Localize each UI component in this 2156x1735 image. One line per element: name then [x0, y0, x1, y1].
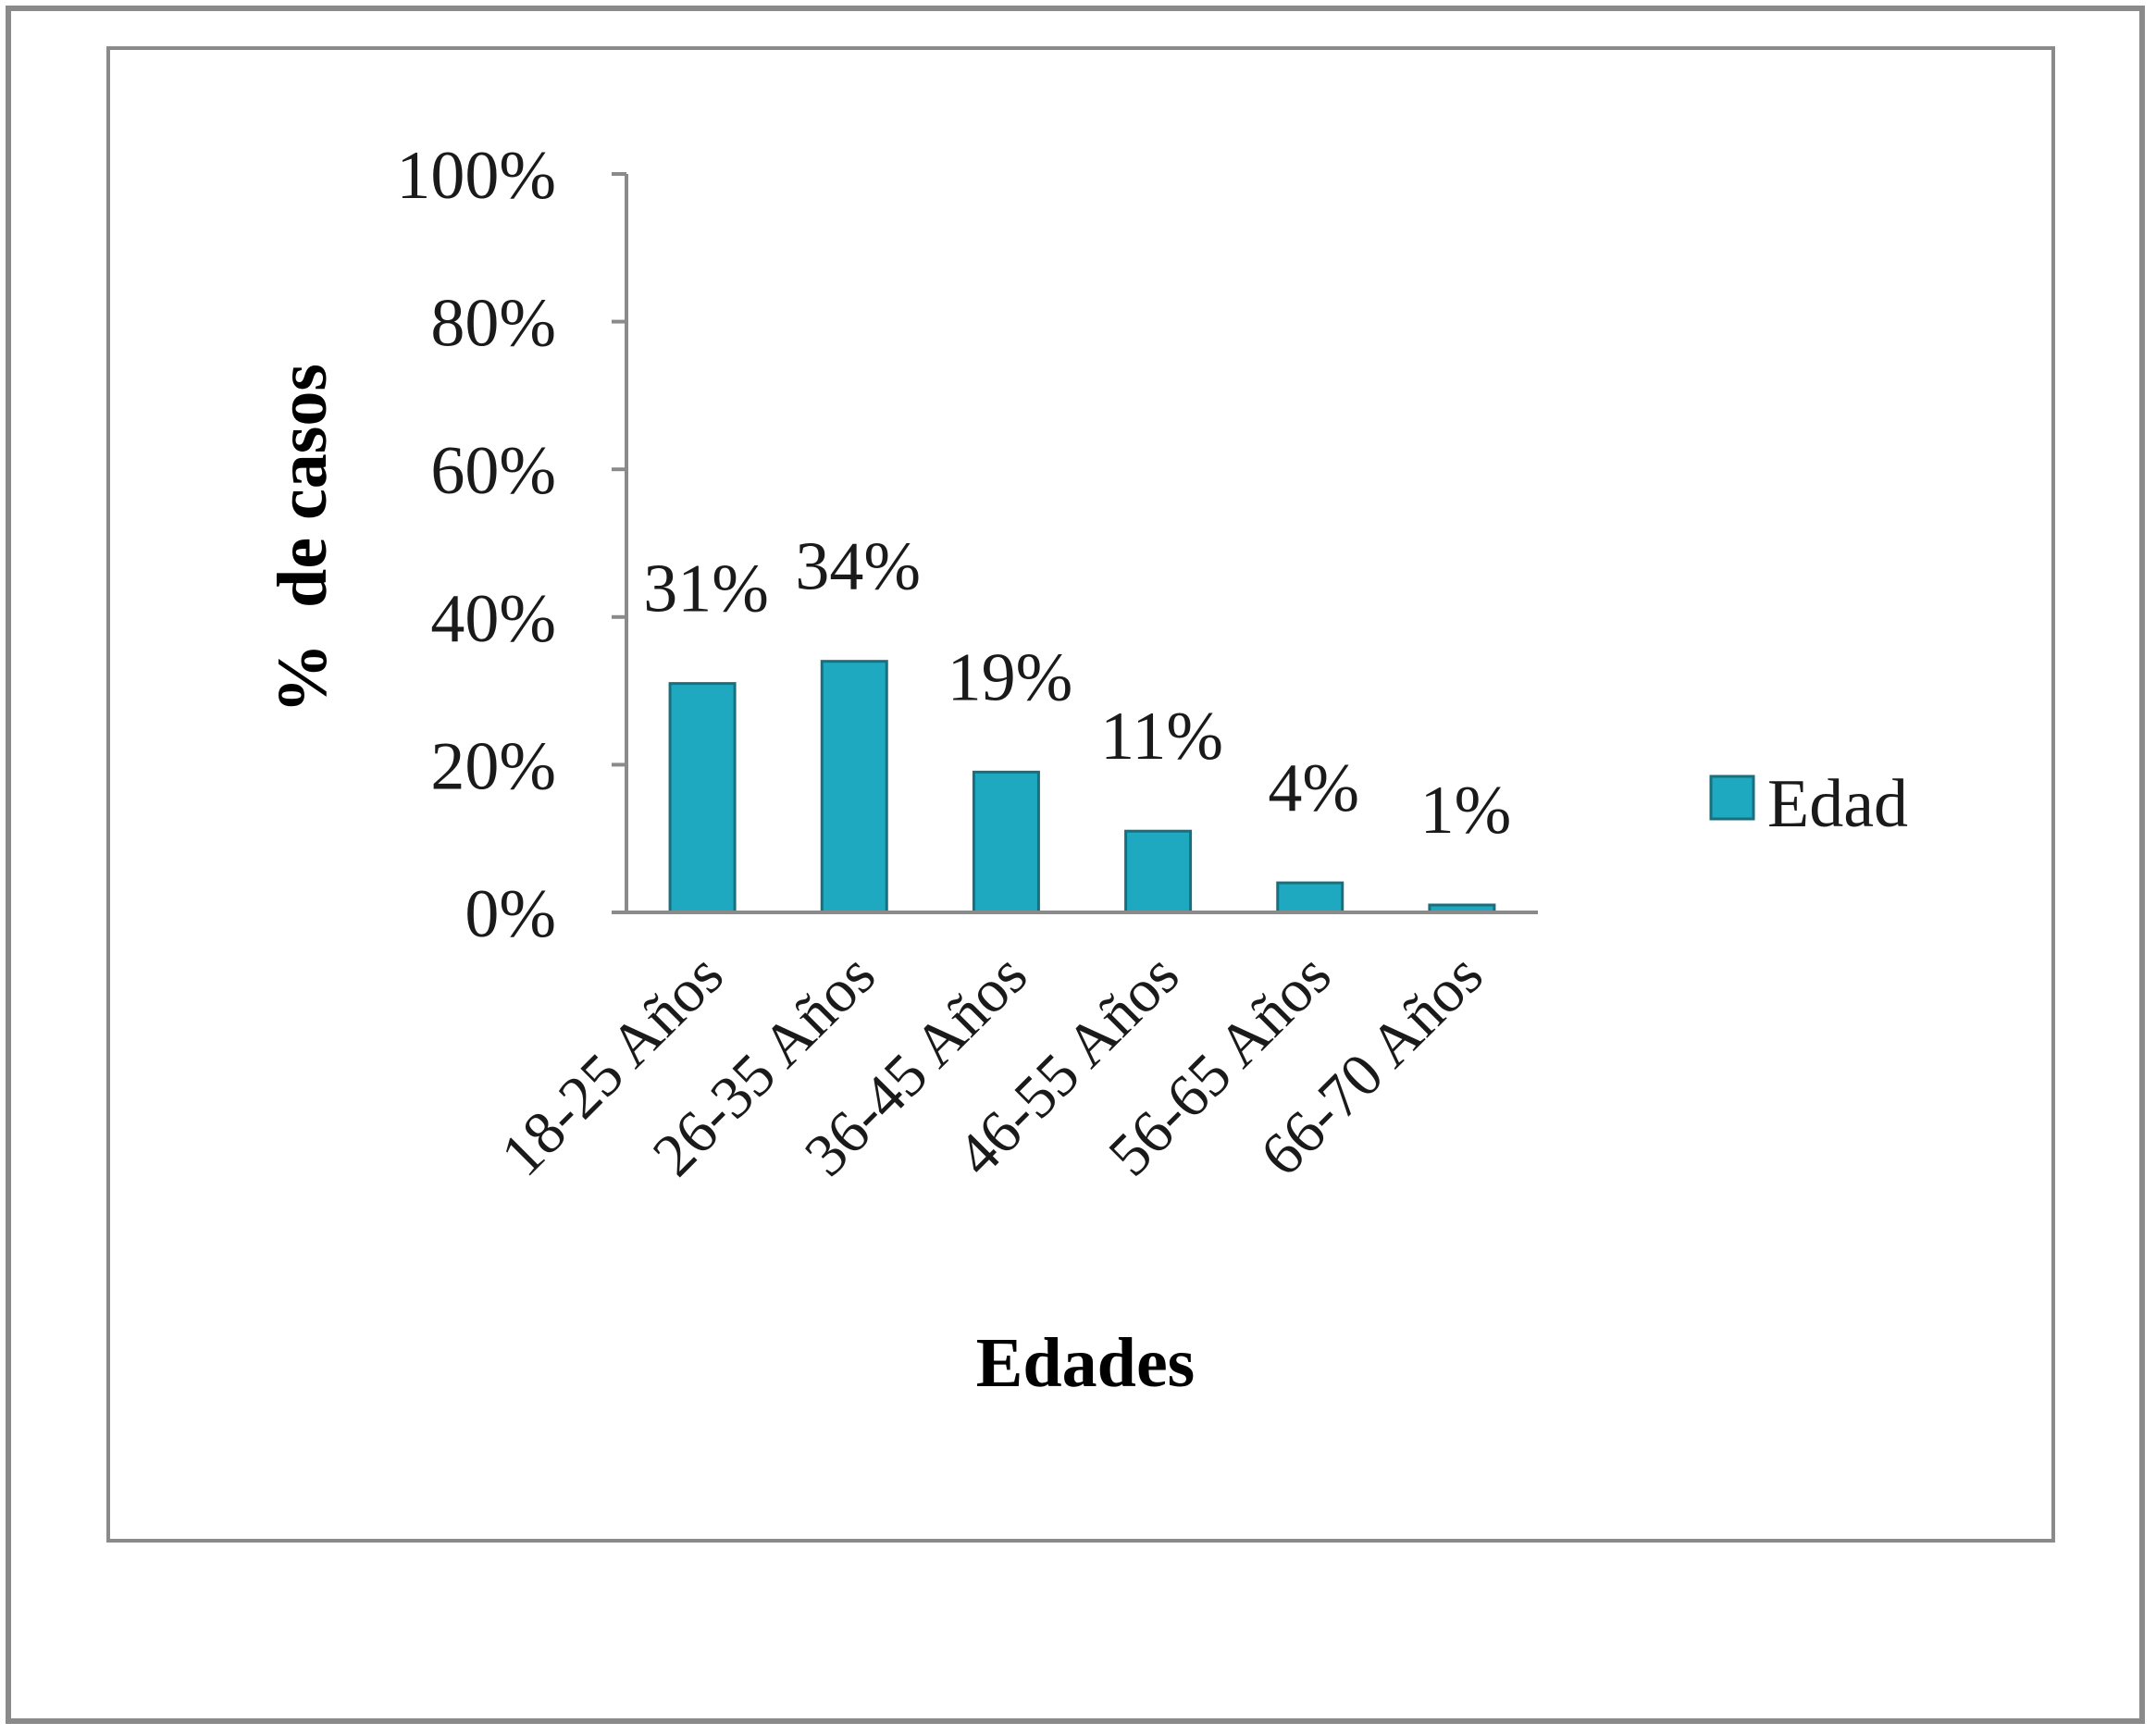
y-tick-label: 0%: [465, 876, 556, 952]
bar: [820, 660, 888, 914]
y-axis-ticks: 0% 20% 40% 60% 80% 100%: [396, 138, 626, 952]
y-tick-label: 40%: [430, 581, 556, 657]
bar: [1124, 829, 1193, 914]
y-tick-label: 20%: [430, 728, 556, 804]
bar: [1276, 881, 1344, 914]
data-label: 31%: [643, 551, 769, 627]
bar: [972, 770, 1040, 914]
chart-frame: [106, 46, 2055, 1543]
legend-label: Edad: [1767, 766, 1908, 842]
data-label: 19%: [948, 639, 1073, 715]
x-axis-title: Edades: [976, 1324, 1196, 1402]
bar: [668, 682, 737, 914]
data-label: 34%: [795, 529, 921, 605]
data-labels: 31% 34% 19% 11% 4% 1%: [643, 529, 1511, 849]
data-label: 1%: [1420, 773, 1512, 849]
y-tick-label: 80%: [430, 286, 556, 362]
y-axis-title: % de casos: [264, 364, 341, 713]
data-label: 4%: [1268, 750, 1359, 826]
outer-frame: [6, 6, 2145, 1724]
legend-swatch: [1709, 775, 1755, 821]
legend: Edad: [1709, 766, 1908, 842]
data-label: 11%: [1100, 699, 1223, 775]
y-tick-label: 60%: [430, 433, 556, 509]
bars: [668, 660, 1496, 914]
y-tick-label: 100%: [396, 138, 556, 214]
